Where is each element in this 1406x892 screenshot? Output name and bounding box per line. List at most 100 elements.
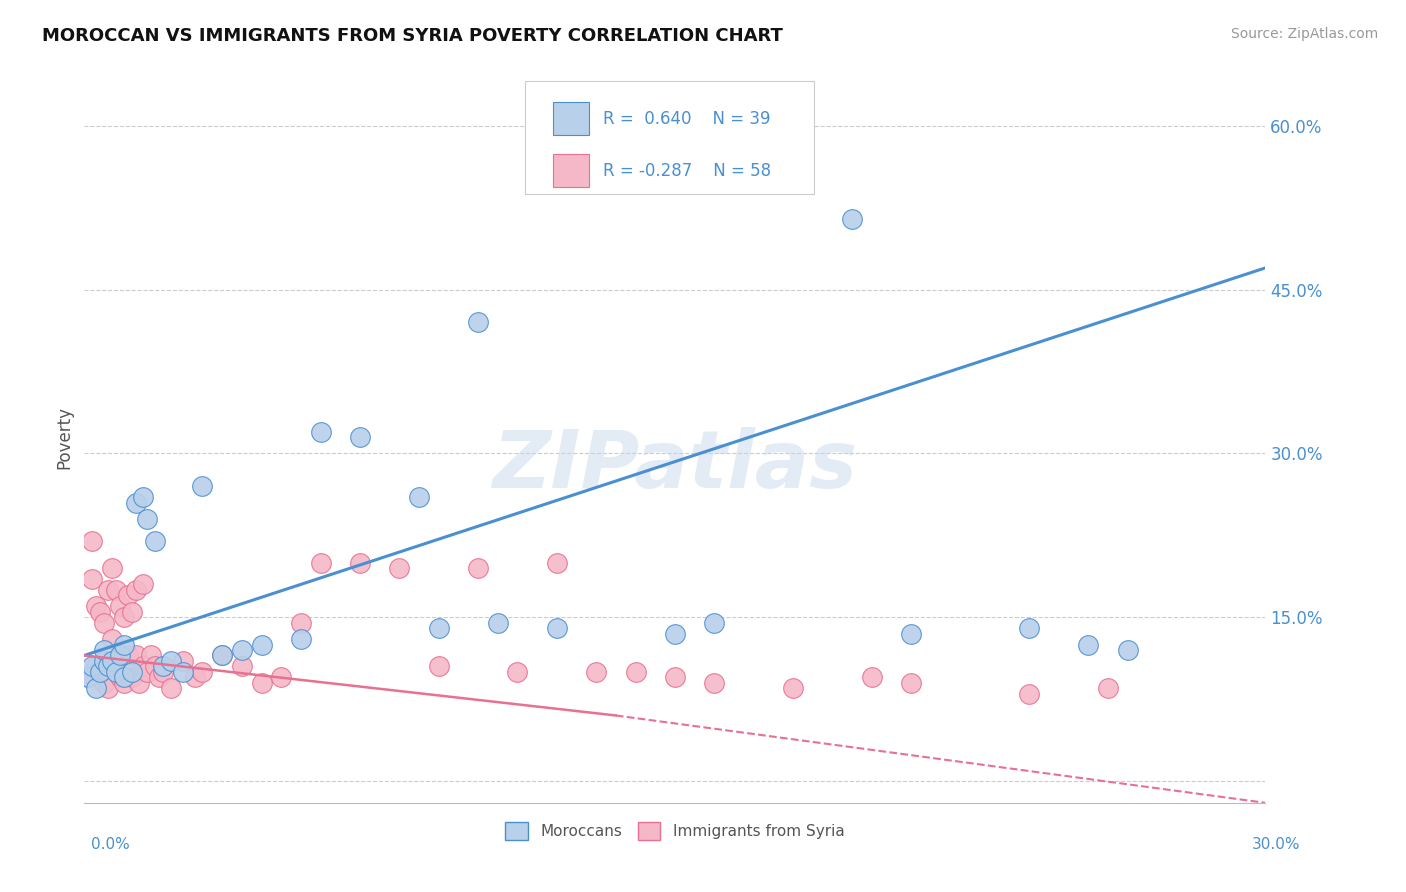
Point [546, 621, 568, 635]
Point [506, 665, 529, 679]
Point [136, 512, 159, 526]
Point [290, 615, 312, 630]
Point [664, 626, 686, 640]
Point [121, 665, 143, 679]
Point [211, 648, 233, 663]
Point [89, 665, 111, 679]
Point [486, 615, 509, 630]
Point [160, 654, 183, 668]
Point [112, 610, 135, 624]
Point [121, 670, 143, 684]
Point [152, 659, 174, 673]
Point [309, 425, 332, 439]
Point [148, 670, 170, 684]
Point [104, 582, 127, 597]
Point [143, 659, 166, 673]
Point [703, 615, 725, 630]
Point [104, 665, 127, 679]
Point [143, 533, 166, 548]
Point [121, 605, 143, 619]
Point [132, 577, 155, 591]
Point [782, 681, 804, 695]
Point [132, 659, 155, 673]
Point [408, 490, 430, 504]
Point [77, 670, 100, 684]
Point [97, 582, 120, 597]
Point [231, 659, 253, 673]
Point [117, 588, 139, 602]
Point [93, 615, 115, 630]
Legend: Moroccans, Immigrants from Syria: Moroccans, Immigrants from Syria [499, 815, 851, 847]
Point [211, 648, 233, 663]
Point [141, 648, 163, 663]
Point [112, 670, 135, 684]
Point [82, 533, 104, 548]
Point [101, 632, 124, 646]
Point [467, 315, 489, 329]
Point [117, 648, 139, 663]
Point [309, 556, 332, 570]
Point [84, 681, 107, 695]
Point [900, 626, 922, 640]
Point [112, 675, 135, 690]
Point [93, 675, 115, 690]
Point [172, 665, 194, 679]
Point [136, 665, 159, 679]
Point [624, 665, 647, 679]
Point [191, 479, 214, 493]
Point [124, 495, 146, 509]
Point [84, 599, 107, 614]
Point [93, 643, 115, 657]
Point [101, 561, 124, 575]
Point [82, 659, 104, 673]
Point [152, 665, 174, 679]
Point [703, 675, 725, 690]
Text: MOROCCAN VS IMMIGRANTS FROM SYRIA POVERTY CORRELATION CHART: MOROCCAN VS IMMIGRANTS FROM SYRIA POVERT… [42, 27, 783, 45]
Point [546, 556, 568, 570]
Point [270, 670, 292, 684]
Text: ZIPatlas: ZIPatlas [492, 427, 858, 506]
FancyBboxPatch shape [524, 81, 814, 194]
Point [89, 665, 111, 679]
Point [108, 599, 131, 614]
Point [82, 572, 104, 586]
Point [1077, 638, 1099, 652]
Point [664, 670, 686, 684]
Point [77, 670, 100, 684]
Point [250, 675, 273, 690]
Text: Source: ZipAtlas.com: Source: ZipAtlas.com [1230, 27, 1378, 41]
Point [349, 430, 371, 444]
Point [191, 665, 214, 679]
Text: R =  0.640    N = 39: R = 0.640 N = 39 [603, 110, 770, 128]
Point [183, 670, 205, 684]
Text: 30.0%: 30.0% [1253, 837, 1301, 852]
Point [349, 556, 371, 570]
Y-axis label: Poverty: Poverty [55, 406, 73, 468]
Point [290, 632, 312, 646]
Point [388, 561, 411, 575]
Text: 0.0%: 0.0% [91, 837, 131, 852]
Point [160, 681, 183, 695]
Point [860, 670, 883, 684]
Point [231, 643, 253, 657]
Point [84, 659, 107, 673]
FancyBboxPatch shape [553, 154, 589, 187]
Point [89, 605, 111, 619]
Point [97, 681, 120, 695]
Point [585, 665, 607, 679]
Point [841, 211, 863, 226]
Point [112, 638, 135, 652]
Text: R = -0.287    N = 58: R = -0.287 N = 58 [603, 162, 770, 180]
Point [1018, 687, 1040, 701]
Point [427, 621, 450, 635]
Point [172, 654, 194, 668]
Point [108, 648, 131, 663]
Point [124, 582, 146, 597]
Point [97, 659, 120, 673]
Point [124, 648, 146, 663]
Point [104, 654, 127, 668]
Point [1018, 621, 1040, 635]
Point [250, 638, 273, 652]
Point [467, 561, 489, 575]
Point [93, 654, 115, 668]
